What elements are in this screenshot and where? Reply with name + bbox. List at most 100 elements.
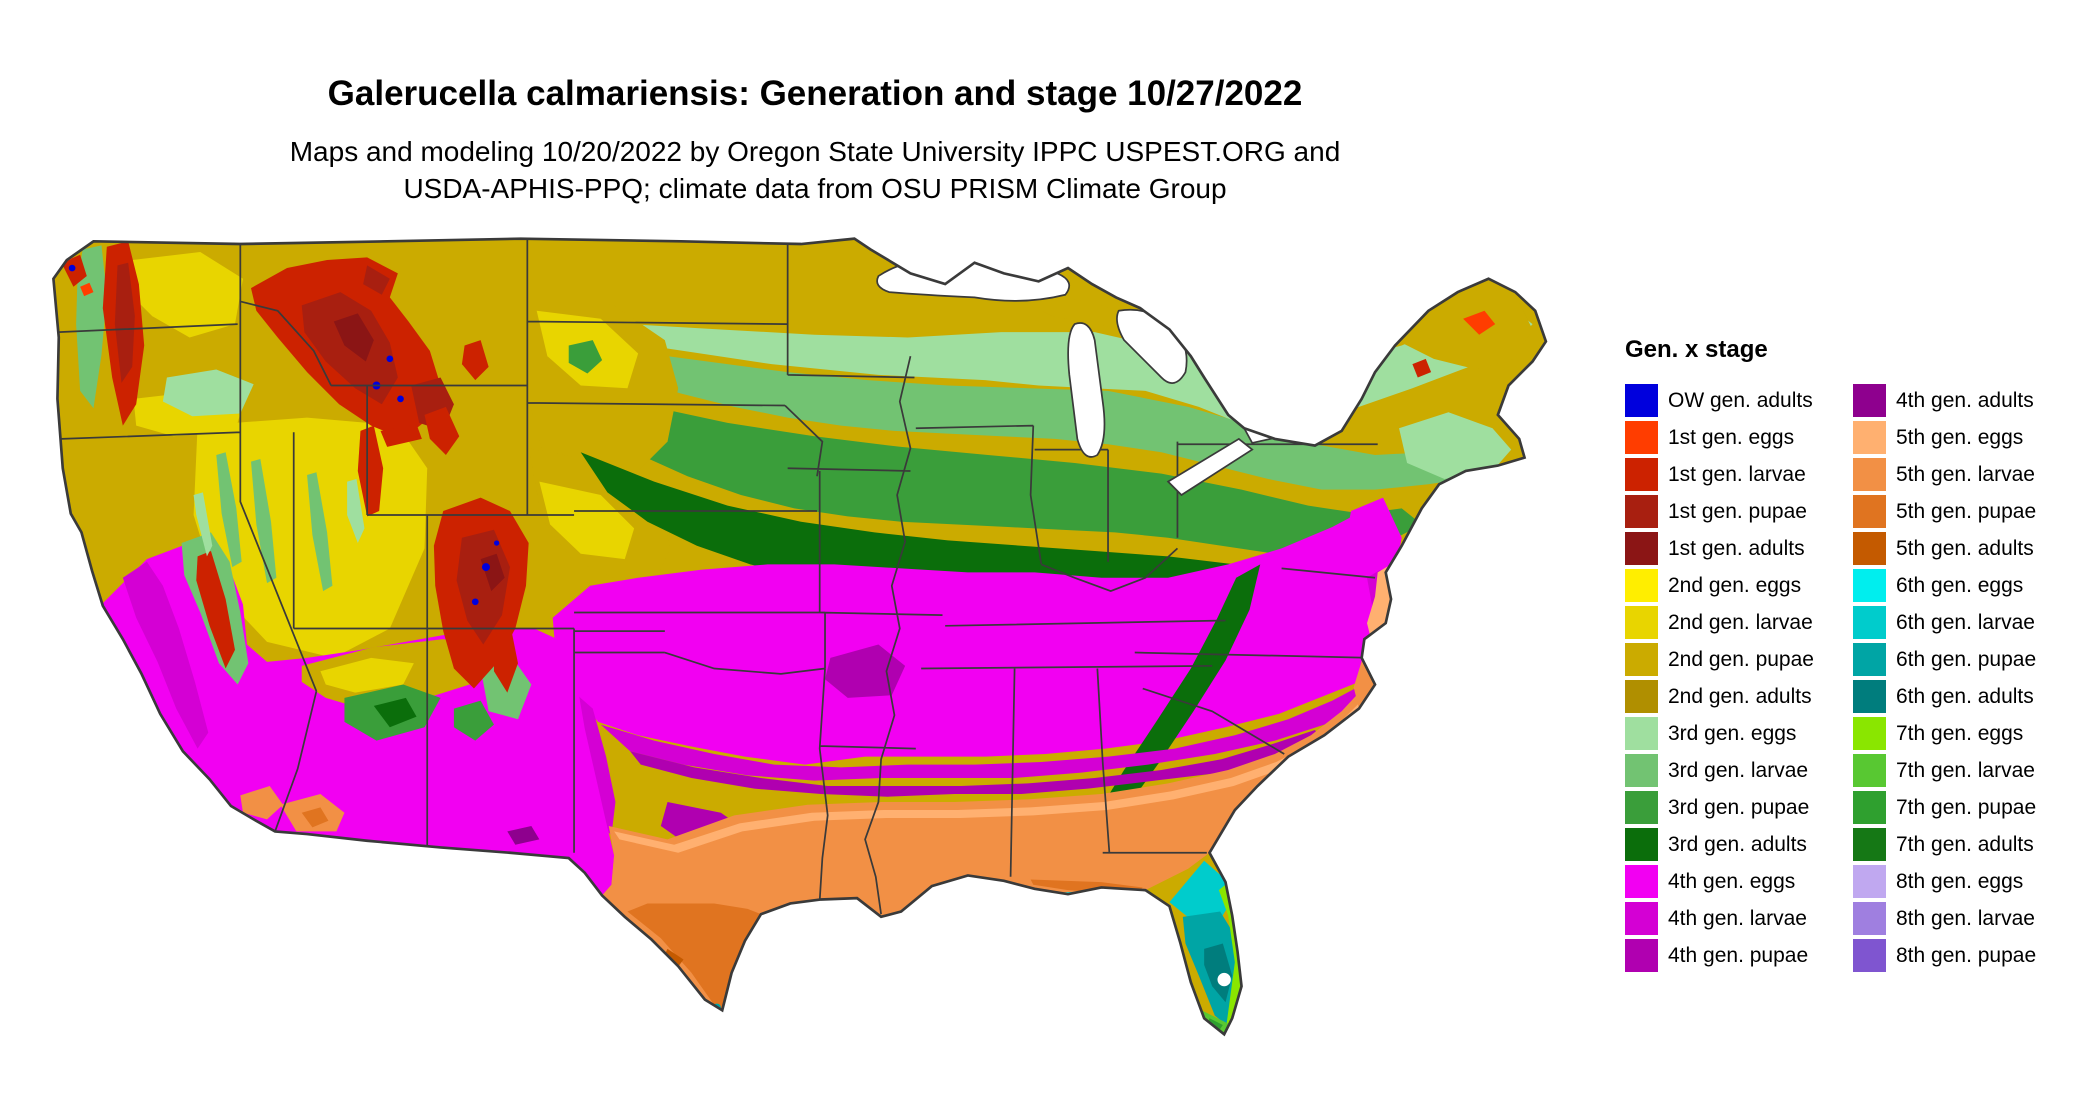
legend: Gen. x stage OW gen. adults 1st gen. eggs… xyxy=(1625,336,2095,974)
map-region xyxy=(301,807,329,828)
us-map-container xyxy=(40,228,1562,1053)
map-region xyxy=(461,340,489,381)
legend-item-label: 1st gen. eggs xyxy=(1668,425,1795,449)
legend-item-label: 5th gen. eggs xyxy=(1896,425,2024,449)
map-region xyxy=(320,657,414,693)
title-block: Galerucella calmariensis: Generation and… xyxy=(0,74,1630,208)
map-region xyxy=(539,481,635,560)
legend-item-label: 3rd gen. larvae xyxy=(1668,758,1809,782)
map-region xyxy=(825,644,906,698)
us-map xyxy=(52,237,1548,1037)
legend-swatch xyxy=(1853,828,1886,861)
legend-item: 3rd gen. eggs xyxy=(1625,715,1853,752)
map-region xyxy=(251,458,277,584)
map-region xyxy=(380,424,422,447)
map-region xyxy=(554,385,1422,554)
legend-item-label: 1st gen. larvae xyxy=(1668,462,1806,486)
legend-swatch xyxy=(1625,680,1658,713)
map-region xyxy=(580,452,1392,602)
legend-column-left: OW gen. adults 1st gen. eggs 1st gen. larv… xyxy=(1625,382,1853,974)
legend-swatch xyxy=(1625,569,1658,602)
legend-swatch xyxy=(1853,680,1886,713)
map-region xyxy=(347,478,365,544)
map-region xyxy=(240,786,284,820)
legend-swatch xyxy=(1853,939,1886,972)
legend-item: 3rd gen. adults xyxy=(1625,826,1853,863)
page-title: Galerucella calmariensis: Generation and… xyxy=(327,74,1303,113)
legend-item-label: 1st gen. pupae xyxy=(1668,499,1807,523)
legend-swatch xyxy=(1625,532,1658,565)
legend-swatch xyxy=(1625,902,1658,935)
legend-item: 3rd gen. larvae xyxy=(1625,752,1853,789)
map-region xyxy=(493,540,500,546)
map-region xyxy=(627,903,761,1011)
legend-item: 8th gen. eggs xyxy=(1853,863,2095,900)
legend-item: 5th gen. eggs xyxy=(1853,419,2095,456)
legend-item-label: 8th gen. pupae xyxy=(1896,943,2037,967)
legend-item: 5th gen. pupae xyxy=(1853,493,2095,530)
legend-swatch xyxy=(1853,495,1886,528)
legend-item-label: 2nd gen. larvae xyxy=(1668,610,1813,634)
legend-item-label: 5th gen. pupae xyxy=(1896,499,2037,523)
map-region xyxy=(493,623,518,693)
legend-swatch xyxy=(1853,532,1886,565)
legend-item-label: 8th gen. larvae xyxy=(1896,906,2035,930)
legend-swatch xyxy=(1625,606,1658,639)
legend-swatch xyxy=(1625,458,1658,491)
lake-okeechobee xyxy=(1217,972,1231,987)
map-region xyxy=(1204,943,1233,1003)
legend-item-label: 5th gen. adults xyxy=(1896,536,2034,560)
map-region xyxy=(68,264,76,272)
legend-item: 6th gen. pupae xyxy=(1853,641,2095,678)
legend-item: 6th gen. adults xyxy=(1853,678,2095,715)
map-region xyxy=(386,355,394,363)
legend-swatch xyxy=(1625,421,1658,454)
map-region xyxy=(568,340,603,374)
legend-item-label: 4th gen. eggs xyxy=(1668,869,1796,893)
legend-item: 8th gen. pupae xyxy=(1853,937,2095,974)
lake-erie xyxy=(1166,437,1254,497)
legend-swatch xyxy=(1625,717,1658,750)
map-region xyxy=(114,262,135,383)
map-region xyxy=(196,551,235,669)
legend-item-label: 6th gen. larvae xyxy=(1896,610,2035,634)
map-region xyxy=(363,265,390,295)
legend-swatch xyxy=(1853,791,1886,824)
legend-item-label: 5th gen. larvae xyxy=(1896,462,2035,486)
map-region xyxy=(162,369,254,417)
legend-item-label: 3rd gen. eggs xyxy=(1668,721,1797,745)
legend-swatch xyxy=(1625,939,1658,972)
map-region xyxy=(1399,412,1512,479)
legend-item: 7th gen. larvae xyxy=(1853,752,2095,789)
legend-item: 6th gen. eggs xyxy=(1853,567,2095,604)
legend-item: 4th gen. pupae xyxy=(1625,937,1853,974)
legend-swatch xyxy=(1853,717,1886,750)
map-region xyxy=(630,729,1325,797)
legend-item: 4th gen. adults xyxy=(1853,382,2095,419)
legend-swatch xyxy=(1625,791,1658,824)
legend-item: 8th gen. larvae xyxy=(1853,900,2095,937)
legend-item-label: 3rd gen. adults xyxy=(1668,832,1807,856)
legend-item-label: 7th gen. pupae xyxy=(1896,795,2037,819)
legend-item: 4th gen. eggs xyxy=(1625,863,1853,900)
legend-swatch xyxy=(1853,384,1886,417)
legend-swatch xyxy=(1853,902,1886,935)
legend-item: OW gen. adults xyxy=(1625,382,1853,419)
legend-item: 2nd gen. eggs xyxy=(1625,567,1853,604)
map-region xyxy=(193,492,213,557)
legend-swatch xyxy=(1625,865,1658,898)
legend-item-label: 2nd gen. eggs xyxy=(1668,573,1802,597)
legend-item-label: 7th gen. eggs xyxy=(1896,721,2024,745)
legend-item-label: 7th gen. adults xyxy=(1896,832,2034,856)
map-region xyxy=(397,395,404,403)
map-region xyxy=(453,700,494,741)
legend-swatch xyxy=(1853,643,1886,676)
legend-item-label: 6th gen. adults xyxy=(1896,684,2034,708)
map-region xyxy=(614,700,1370,853)
legend-item: 5th gen. adults xyxy=(1853,530,2095,567)
legend-item-label: 2nd gen. adults xyxy=(1668,684,1812,708)
legend-item-label: 6th gen. eggs xyxy=(1896,573,2024,597)
map-region xyxy=(507,826,540,845)
map-region xyxy=(600,688,1365,781)
legend-column-right: 4th gen. adults 5th gen. eggs 5th gen. lar… xyxy=(1853,382,2095,974)
